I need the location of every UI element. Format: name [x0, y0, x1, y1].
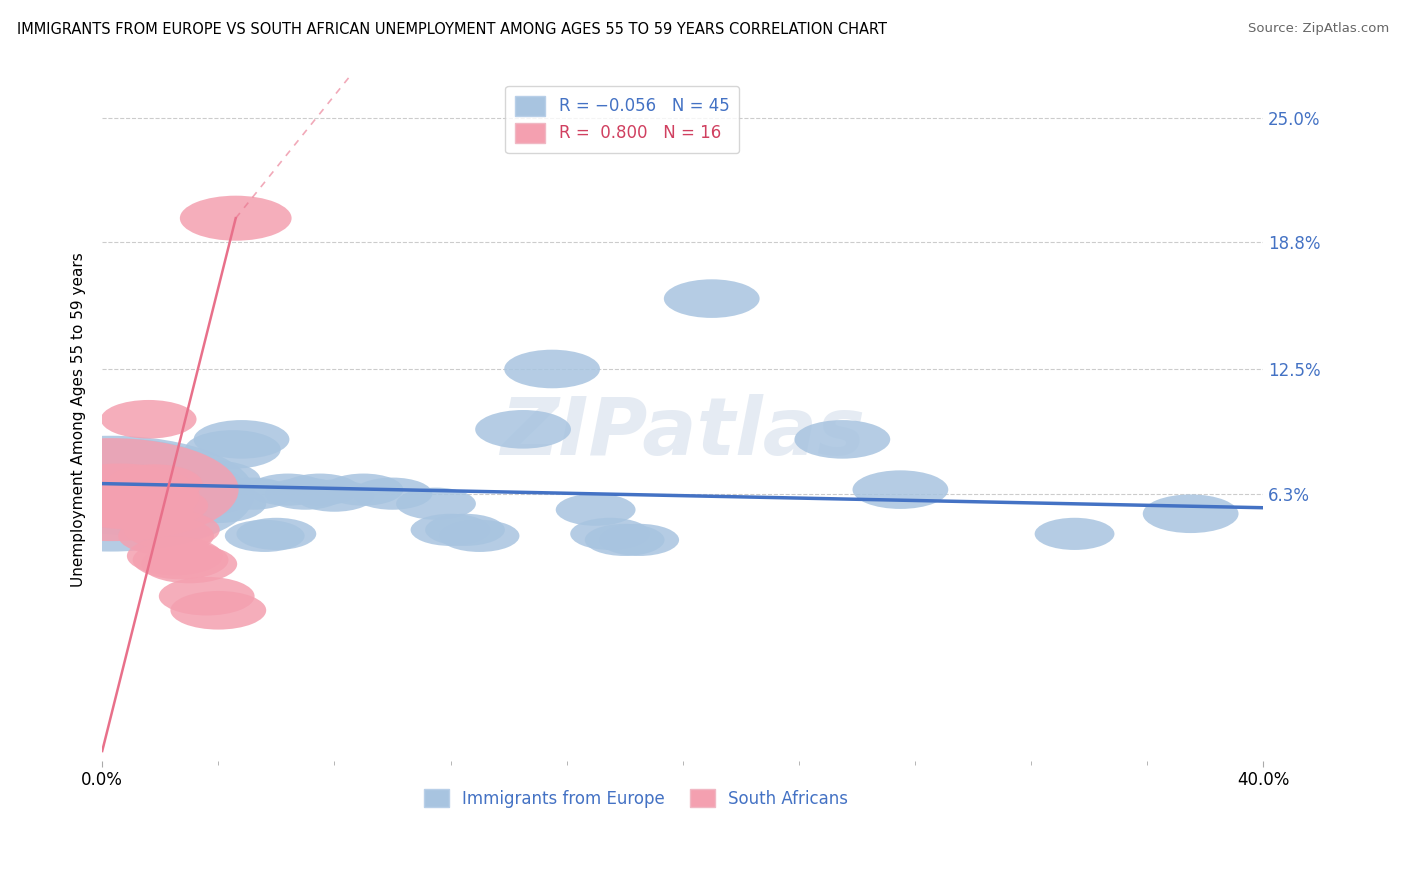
Ellipse shape	[159, 577, 254, 615]
Ellipse shape	[79, 474, 207, 525]
Ellipse shape	[247, 474, 328, 506]
Ellipse shape	[236, 517, 316, 550]
Ellipse shape	[852, 470, 948, 509]
Ellipse shape	[214, 477, 292, 509]
Ellipse shape	[98, 491, 194, 529]
Ellipse shape	[159, 476, 254, 515]
Ellipse shape	[39, 464, 200, 528]
Ellipse shape	[142, 545, 238, 583]
Ellipse shape	[170, 591, 266, 630]
Ellipse shape	[129, 456, 225, 495]
Ellipse shape	[65, 460, 209, 518]
Text: IMMIGRANTS FROM EUROPE VS SOUTH AFRICAN UNEMPLOYMENT AMONG AGES 55 TO 59 YEARS C: IMMIGRANTS FROM EUROPE VS SOUTH AFRICAN …	[17, 22, 887, 37]
Ellipse shape	[93, 481, 204, 526]
Ellipse shape	[170, 484, 266, 523]
Ellipse shape	[142, 476, 238, 515]
Ellipse shape	[112, 486, 208, 525]
Ellipse shape	[110, 461, 222, 506]
Ellipse shape	[124, 510, 219, 549]
Ellipse shape	[1143, 494, 1239, 533]
Ellipse shape	[353, 477, 433, 509]
Ellipse shape	[664, 279, 759, 318]
Ellipse shape	[440, 520, 519, 552]
Ellipse shape	[8, 439, 232, 529]
Ellipse shape	[148, 465, 243, 503]
Legend: Immigrants from Europe, South Africans: Immigrants from Europe, South Africans	[418, 783, 855, 814]
Ellipse shape	[0, 438, 239, 541]
Ellipse shape	[475, 410, 571, 449]
Ellipse shape	[225, 520, 305, 552]
Ellipse shape	[82, 477, 193, 522]
Ellipse shape	[38, 465, 214, 535]
Ellipse shape	[1035, 517, 1115, 550]
Ellipse shape	[107, 465, 202, 503]
Ellipse shape	[794, 420, 890, 458]
Ellipse shape	[294, 480, 374, 512]
Ellipse shape	[555, 493, 636, 525]
Ellipse shape	[599, 524, 679, 556]
Ellipse shape	[104, 457, 217, 502]
Y-axis label: Unemployment Among Ages 55 to 59 years: Unemployment Among Ages 55 to 59 years	[72, 252, 86, 587]
Ellipse shape	[0, 436, 254, 551]
Ellipse shape	[135, 470, 232, 509]
Ellipse shape	[98, 447, 211, 492]
Ellipse shape	[127, 537, 222, 575]
Ellipse shape	[153, 470, 249, 509]
Ellipse shape	[59, 447, 202, 505]
Ellipse shape	[280, 474, 360, 506]
Ellipse shape	[505, 350, 600, 388]
Ellipse shape	[124, 470, 219, 509]
Text: Source: ZipAtlas.com: Source: ZipAtlas.com	[1249, 22, 1389, 36]
Ellipse shape	[132, 541, 228, 579]
Ellipse shape	[571, 517, 650, 550]
Ellipse shape	[323, 474, 404, 506]
Ellipse shape	[65, 478, 193, 530]
Ellipse shape	[585, 524, 665, 556]
Ellipse shape	[194, 420, 290, 458]
Ellipse shape	[396, 488, 475, 520]
Text: ZIPatlas: ZIPatlas	[501, 394, 865, 472]
Ellipse shape	[180, 195, 291, 241]
Ellipse shape	[118, 516, 214, 555]
Ellipse shape	[266, 477, 346, 509]
Ellipse shape	[411, 514, 491, 546]
Ellipse shape	[101, 400, 197, 439]
Ellipse shape	[165, 460, 260, 499]
Ellipse shape	[186, 430, 281, 468]
Ellipse shape	[425, 514, 505, 546]
